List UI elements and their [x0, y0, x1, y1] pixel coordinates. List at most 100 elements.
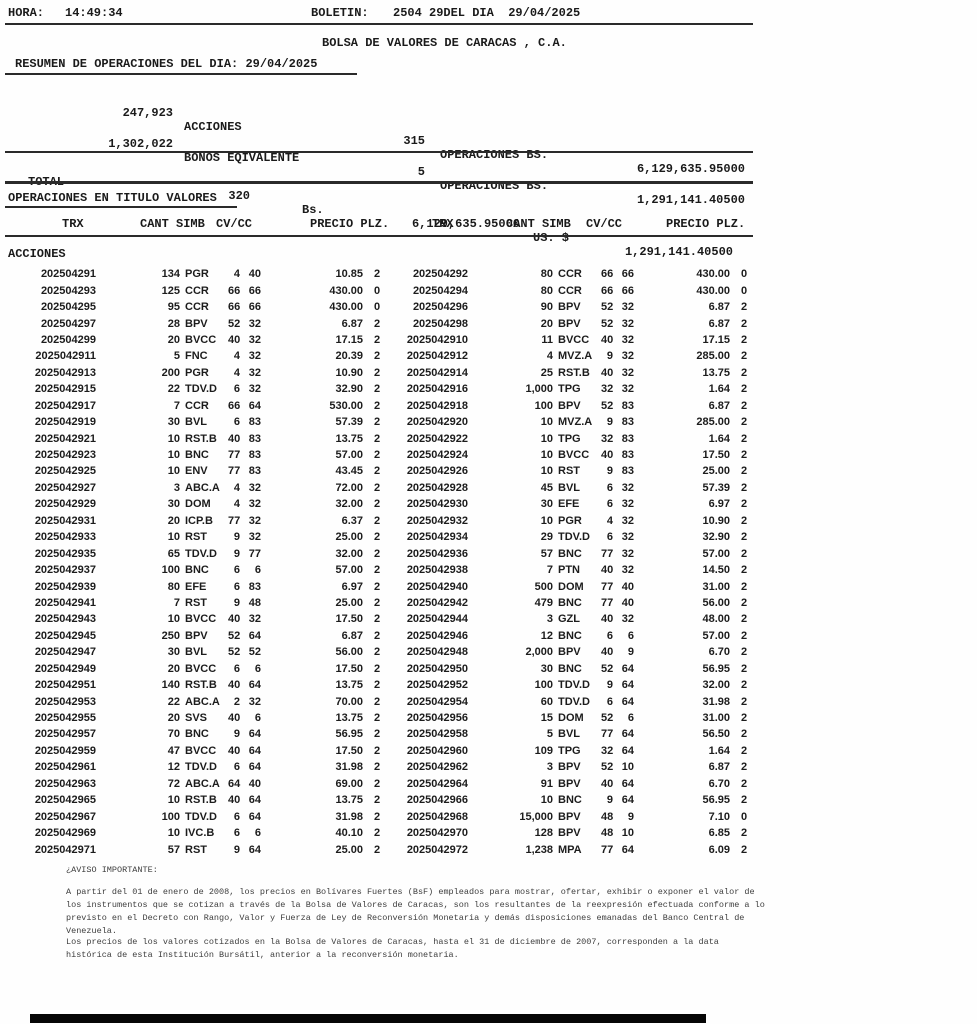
cv2-cell: 6 [254, 712, 261, 725]
trx-cell: 2025042917 [34, 399, 96, 412]
cv1-cell: 52 [228, 646, 241, 659]
divider [5, 206, 237, 208]
cv1-cell: 66 [601, 268, 614, 281]
trx-cell: 202504293 [40, 284, 96, 297]
cv2-cell: 64 [621, 777, 634, 790]
trx-cell: 2025042960 [406, 744, 468, 757]
table-row: 202504299 20 BVCC 40 32 17.15 2 2025042910 11 BVC… [8, 332, 750, 348]
price-cell: 6.87 [708, 399, 730, 412]
table-row: 2025042929 30 DOM 4 32 32.00 2 2025042930 30 EFE 6… [8, 496, 750, 512]
cv2-cell: 64 [621, 679, 634, 692]
table-row: 2025042949 20 BVCC 6 6 17.50 2 2025042950 30 BNC 5… [8, 661, 750, 677]
qty-cell: 28 [167, 317, 180, 330]
price-cell: 6.37 [341, 514, 363, 527]
price-cell: 14.50 [702, 564, 730, 577]
cv1-cell: 66 [228, 301, 241, 314]
trx-cell: 2025042936 [406, 547, 468, 560]
acciones-rows: 202504291 134 PGR 4 40 10.85 2 202504292 80 CCR 66… [8, 266, 750, 858]
plz-cell: 2 [374, 761, 381, 774]
qty-cell: 30 [540, 662, 553, 675]
qty-cell: 10 [167, 449, 180, 462]
plz-cell: 2 [374, 728, 381, 741]
total-bs-amount: 6,129,635.95000 [411, 217, 520, 231]
sym-cell: BNC [558, 629, 582, 642]
table-row: 2025042959 47 BVCC 40 64 17.50 2 2025042960 109 T… [8, 743, 750, 759]
price-cell: 530.00 [329, 399, 363, 412]
cv2-cell: 32 [248, 613, 261, 626]
plz-cell: 2 [741, 777, 748, 790]
plz-cell: 2 [741, 662, 748, 675]
sym-cell: RST [185, 531, 207, 544]
cv1-cell: 2 [233, 695, 240, 708]
cv1-cell: 77 [601, 843, 614, 856]
qty-cell: 15,000 [519, 810, 553, 823]
plz-cell: 2 [374, 498, 381, 511]
price-cell: 69.00 [335, 777, 363, 790]
cv2-cell: 32 [621, 481, 634, 494]
price-cell: 57.00 [702, 547, 730, 560]
qty-cell: 29 [540, 531, 553, 544]
cv2-cell: 83 [621, 432, 634, 445]
trx-cell: 2025042944 [406, 613, 468, 626]
price-cell: 10.85 [335, 268, 363, 281]
cv2-cell: 32 [248, 383, 261, 396]
price-cell: 17.50 [335, 744, 363, 757]
trx-cell: 2025042969 [34, 827, 96, 840]
table-row: 202504291 134 PGR 4 40 10.85 2 202504292 80 CCR 66… [8, 266, 750, 282]
qty-cell: 95 [167, 301, 180, 314]
table-row: 202504297 28 BPV 52 32 6.87 2 202504298 20 BPV 52 3… [8, 315, 750, 331]
table-row: 2025042925 10 ENV 77 83 43.45 2 2025042926 10 RST… [8, 463, 750, 479]
qty-cell: 125 [161, 284, 180, 297]
sym-cell: IVC.B [185, 827, 215, 840]
cv1-cell: 48 [601, 810, 614, 823]
sym-cell: BNC [558, 596, 582, 609]
plz-cell: 0 [374, 301, 381, 314]
cv2-cell: 32 [621, 301, 634, 314]
aviso-line: los instrumentos que se cotizan a través… [66, 900, 765, 910]
price-cell: 48.00 [702, 613, 730, 626]
trx-cell: 202504291 [40, 268, 96, 281]
qty-cell: 10 [167, 827, 180, 840]
cv1-cell: 40 [601, 646, 614, 659]
qty-cell: 3 [173, 481, 180, 494]
price-cell: 43.45 [335, 465, 363, 478]
trx-cell: 202504296 [412, 301, 468, 314]
cv1-cell: 40 [228, 432, 241, 445]
trx-cell: 202504294 [412, 284, 468, 297]
cv1-cell: 40 [228, 744, 241, 757]
plz-cell: 0 [741, 284, 748, 297]
plz-cell: 2 [374, 564, 381, 577]
price-cell: 17.50 [702, 449, 730, 462]
sym-cell: GZL [558, 613, 580, 626]
plz-cell: 2 [741, 514, 748, 527]
aviso-line: histórica de esta Institución Bursátil, … [66, 950, 459, 960]
plz-cell: 0 [741, 810, 748, 823]
price-cell: 31.98 [702, 695, 730, 708]
plz-cell: 2 [741, 728, 748, 741]
qty-cell: 47 [167, 744, 180, 757]
cv1-cell: 77 [601, 580, 614, 593]
trx-cell: 2025042931 [34, 514, 96, 527]
cv2-cell: 32 [248, 350, 261, 363]
price-cell: 285.00 [696, 416, 730, 429]
total-bs-label: Bs. [302, 203, 324, 217]
plz-cell: 2 [374, 366, 381, 379]
price-cell: 57.39 [335, 416, 363, 429]
cv1-cell: 40 [601, 613, 614, 626]
qty-cell: 1,238 [525, 843, 553, 856]
sym-cell: BVL [558, 728, 580, 741]
plz-cell: 0 [374, 284, 381, 297]
trx-cell: 2025042971 [34, 843, 96, 856]
trx-cell: 2025042962 [406, 761, 468, 774]
sym-cell: CCR [558, 268, 582, 281]
cv1-cell: 77 [601, 596, 614, 609]
cv1-cell: 9 [233, 596, 240, 609]
sym-cell: MPA [558, 843, 582, 856]
trx-cell: 2025042952 [406, 679, 468, 692]
qty-cell: 30 [167, 646, 180, 659]
sym-cell: TDV.D [558, 695, 590, 708]
table-row: 2025042947 30 BVL 52 52 56.00 2 2025042948 2,000… [8, 644, 750, 660]
cv2-cell: 32 [248, 317, 261, 330]
cv1-cell: 77 [601, 728, 614, 741]
